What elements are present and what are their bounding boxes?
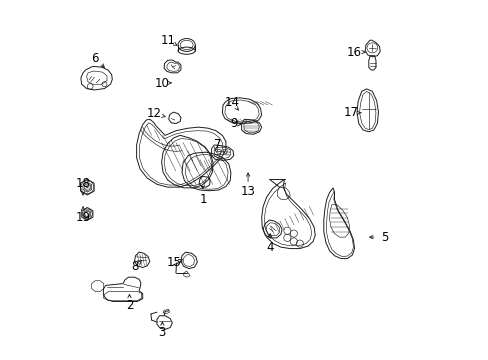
Text: 7: 7 — [214, 138, 221, 151]
Text: 9: 9 — [229, 117, 237, 130]
Text: 14: 14 — [224, 96, 239, 109]
Text: 18: 18 — [76, 177, 90, 190]
Text: 17: 17 — [344, 106, 358, 120]
Text: 13: 13 — [240, 185, 255, 198]
Text: 10: 10 — [154, 77, 169, 90]
Text: 5: 5 — [380, 231, 387, 244]
Text: 2: 2 — [125, 299, 133, 312]
Text: 12: 12 — [147, 107, 162, 120]
Text: 19: 19 — [75, 211, 90, 224]
Text: 4: 4 — [266, 241, 273, 255]
Text: 3: 3 — [158, 327, 166, 339]
Text: 8: 8 — [131, 260, 138, 273]
Text: 1: 1 — [199, 193, 207, 206]
Text: 6: 6 — [91, 52, 98, 65]
Text: 11: 11 — [160, 34, 175, 47]
Text: 15: 15 — [166, 256, 181, 269]
Text: 16: 16 — [346, 46, 361, 59]
